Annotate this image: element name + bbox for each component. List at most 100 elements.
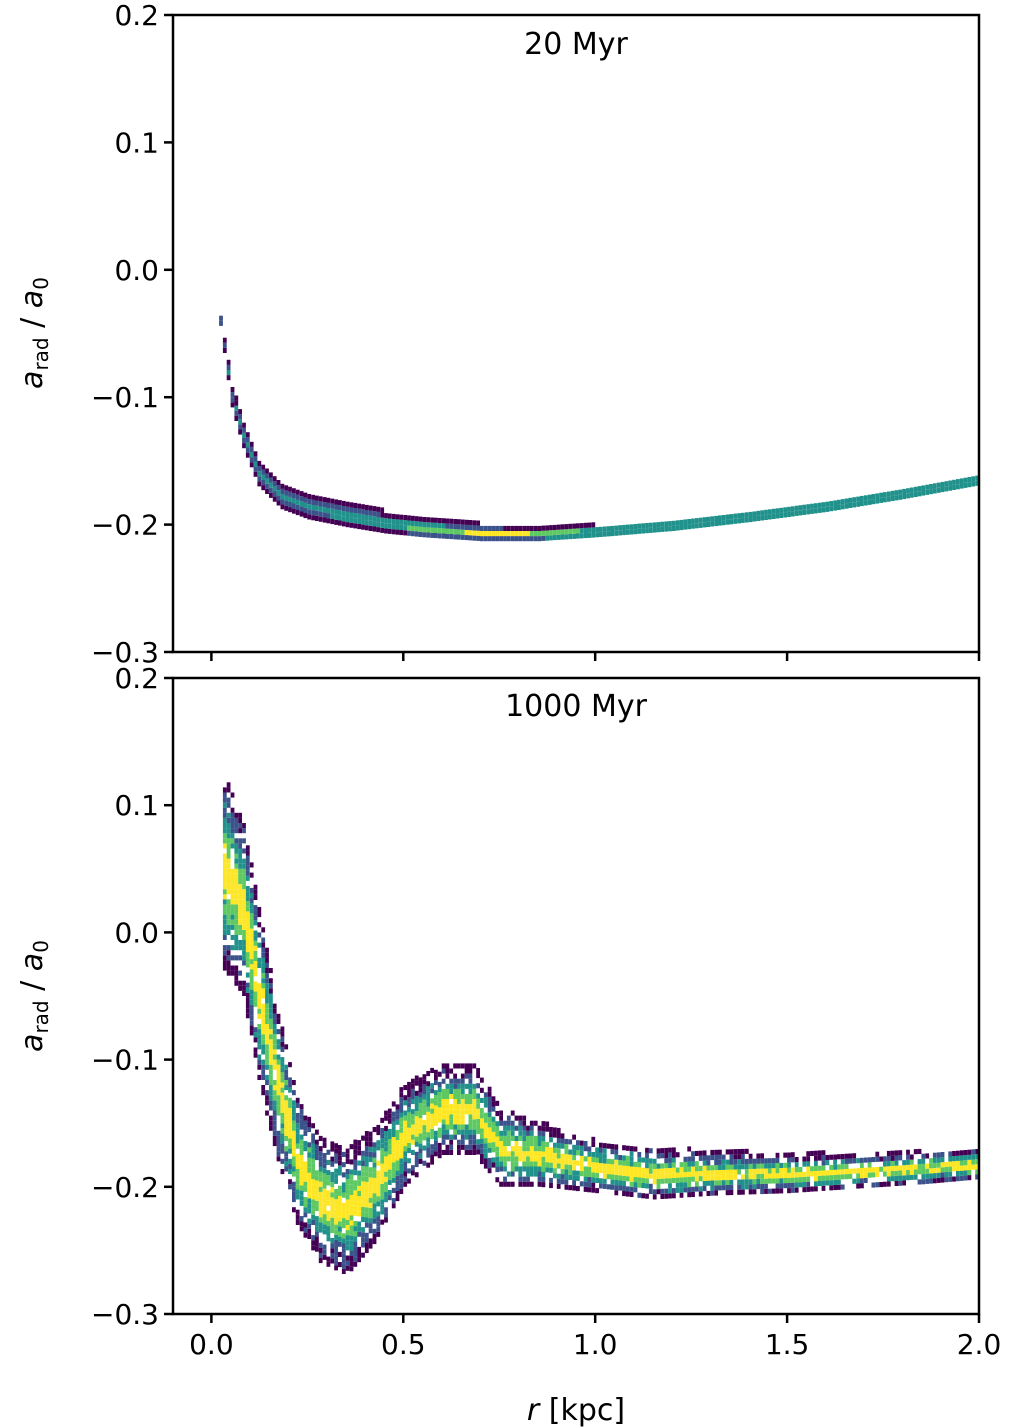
heatmap-cell	[672, 1162, 676, 1168]
heatmap-cell	[614, 1149, 619, 1155]
heatmap-cell	[249, 898, 254, 904]
heatmap-cell	[718, 1175, 722, 1181]
heatmap-cell	[633, 529, 638, 535]
heatmap-cell	[472, 1129, 477, 1135]
heatmap-cell	[391, 1101, 396, 1107]
heatmap-cell	[338, 1221, 342, 1227]
heatmap-cell	[245, 947, 250, 953]
heatmap-cell	[526, 536, 530, 542]
heatmap-cell	[353, 508, 358, 514]
heatmap-cell	[810, 1171, 814, 1177]
heatmap-cell	[322, 517, 327, 523]
heatmap-cell	[245, 906, 250, 912]
heatmap-cell	[380, 1173, 385, 1179]
heatmap-cell	[695, 1150, 699, 1156]
heatmap-cell	[238, 873, 242, 879]
heatmap-cell	[307, 1152, 312, 1158]
heatmap-cell	[345, 506, 350, 512]
heatmap-cell	[234, 812, 239, 818]
heatmap-cell	[357, 508, 361, 514]
heatmap-cell	[376, 527, 381, 533]
heatmap-cell	[341, 1218, 346, 1224]
heatmap-cell	[460, 1144, 465, 1150]
heatmap-cell	[549, 1132, 553, 1138]
heatmap-cell	[506, 1171, 511, 1177]
heatmap-cell	[698, 1191, 703, 1197]
y-ticks-20myr: 0.20.10.0−0.1−0.2−0.3	[91, 0, 173, 669]
heatmap-cell	[380, 1148, 385, 1154]
heatmap-cell	[295, 1102, 300, 1108]
heatmap-cell	[660, 1178, 665, 1184]
heatmap-cell	[222, 919, 227, 925]
heatmap-cell	[269, 978, 273, 984]
heatmap-cell	[222, 863, 227, 869]
heatmap-cell	[434, 1090, 438, 1096]
heatmap-cell	[514, 1146, 519, 1152]
heatmap-cell	[721, 1185, 726, 1191]
heatmap-cell	[399, 1173, 404, 1179]
heatmap-cell	[399, 514, 404, 520]
heatmap-cell	[364, 1131, 369, 1137]
heatmap-cell	[491, 1162, 496, 1168]
heatmap-cell	[775, 1157, 780, 1163]
heatmap-cell	[434, 1120, 438, 1126]
heatmap-cell	[579, 1155, 584, 1161]
heatmap-cell	[238, 879, 242, 885]
heatmap-cell	[249, 948, 254, 954]
y-tick-label: −0.2	[91, 509, 159, 542]
heatmap-cell	[752, 516, 757, 522]
heatmap-cell	[898, 1175, 903, 1181]
heatmap-cell	[269, 998, 273, 1004]
heatmap-cell	[357, 1180, 361, 1186]
heatmap-cell	[906, 1175, 910, 1181]
heatmap-cell	[445, 1119, 450, 1125]
heatmap-cell	[234, 843, 239, 849]
heatmap-cell	[522, 1146, 527, 1152]
heatmap-cell	[299, 1165, 304, 1171]
heatmap-cell	[249, 964, 254, 970]
heatmap-cell	[487, 1132, 492, 1138]
heatmap-cell	[814, 1160, 818, 1166]
heatmap-cell	[353, 1221, 358, 1227]
heatmap-cell	[292, 503, 296, 509]
heatmap-cell	[380, 1209, 385, 1215]
heatmap-cell	[330, 1171, 335, 1177]
heatmap-cell	[349, 1261, 354, 1267]
heatmap-cell	[387, 528, 392, 534]
heatmap-cell	[913, 491, 918, 497]
heatmap-cell	[242, 422, 246, 428]
heatmap-cell	[917, 1169, 922, 1175]
heatmap-cell	[871, 494, 876, 500]
heatmap-cell	[242, 960, 246, 966]
heatmap-cell	[230, 843, 235, 849]
heatmap-cell	[817, 507, 822, 513]
heatmap-cell	[656, 522, 661, 528]
heatmap-cell	[226, 929, 231, 935]
heatmap-cell	[959, 1165, 964, 1171]
heatmap-cell	[361, 1135, 365, 1141]
heatmap-cell	[476, 1144, 480, 1150]
heatmap-cell	[361, 514, 365, 520]
heatmap-cell	[863, 1167, 868, 1173]
heatmap-cell	[814, 1155, 818, 1161]
heatmap-cell	[326, 497, 331, 503]
heatmap-cell	[449, 518, 454, 524]
heatmap-cell	[645, 1178, 649, 1184]
heatmap-cell	[376, 517, 381, 523]
heatmap-cell	[345, 1209, 350, 1215]
heatmap-cell	[245, 432, 250, 438]
heatmap-cell	[387, 1144, 392, 1150]
heatmap-cell	[614, 1169, 619, 1175]
heatmap-cell	[269, 1029, 273, 1035]
heatmap-cell	[480, 1108, 484, 1114]
heatmap-cell	[576, 523, 580, 529]
heatmap-cell	[687, 1176, 692, 1182]
heatmap-cell	[284, 1069, 289, 1075]
heatmap-cell	[683, 1172, 688, 1178]
heatmap-cell	[645, 528, 649, 534]
heatmap-cell	[591, 1182, 596, 1188]
heatmap-cell	[718, 1164, 722, 1170]
heatmap-cell	[391, 513, 396, 519]
heatmap-cell	[222, 960, 227, 966]
heatmap-cell	[307, 1223, 312, 1229]
